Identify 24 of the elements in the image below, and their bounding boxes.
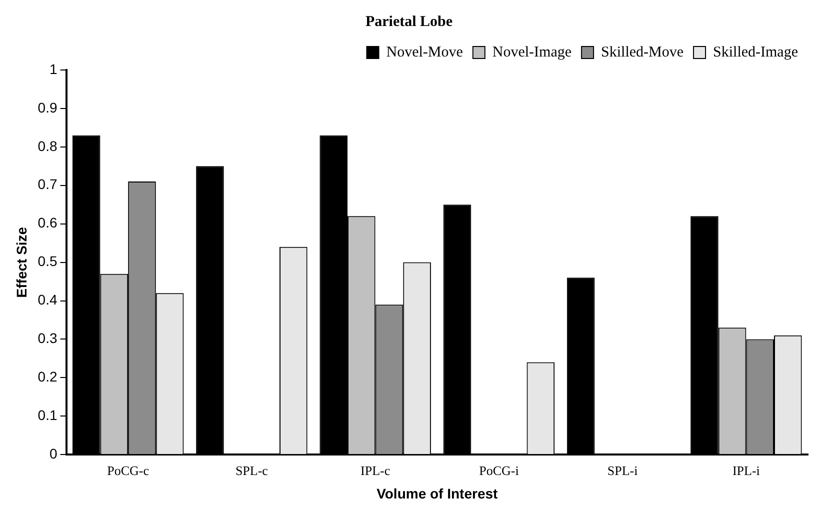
x-tick-label: IPL-c bbox=[360, 462, 390, 478]
y-tick-label: 0.5 bbox=[38, 253, 58, 270]
x-axis-title: Volume of Interest bbox=[376, 485, 498, 502]
y-tick-label: 0.9 bbox=[38, 99, 58, 116]
y-tick-label: 0.6 bbox=[38, 214, 58, 231]
y-tick-label: 0.3 bbox=[38, 330, 58, 346]
x-tick-label: SPL-i bbox=[607, 462, 638, 478]
y-tick-label: 0.8 bbox=[38, 138, 58, 154]
y-tick-label: 0.1 bbox=[38, 407, 58, 423]
legend-label: Skilled-Move bbox=[601, 44, 684, 60]
x-tick-label: IPL-i bbox=[732, 462, 760, 478]
y-tick-label: 1 bbox=[49, 60, 58, 77]
chart-title: Parietal Lobe bbox=[365, 14, 453, 30]
legend-label: Skilled-Image bbox=[713, 44, 798, 60]
legend-label: Novel-Move bbox=[386, 44, 464, 60]
y-tick-label: 0.4 bbox=[38, 292, 58, 308]
y-tick-label: 0.7 bbox=[38, 176, 58, 192]
y-tick-label: 0.2 bbox=[38, 368, 58, 385]
x-tick-label: PoCG-i bbox=[479, 462, 520, 478]
legend-label: Novel-Image bbox=[492, 44, 572, 60]
y-tick-label: 0 bbox=[49, 445, 58, 462]
x-tick-label: SPL-c bbox=[235, 462, 268, 478]
x-tick-label: PoCG-c bbox=[107, 462, 150, 478]
y-axis-title: Effect Size bbox=[13, 226, 30, 298]
